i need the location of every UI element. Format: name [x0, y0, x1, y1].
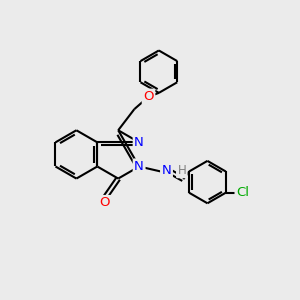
Text: O: O — [143, 90, 154, 103]
Text: N: N — [134, 160, 144, 173]
Text: H: H — [177, 164, 186, 177]
Text: O: O — [100, 196, 110, 209]
Text: N: N — [162, 164, 171, 177]
Text: N: N — [134, 136, 144, 149]
Text: Cl: Cl — [236, 186, 249, 199]
